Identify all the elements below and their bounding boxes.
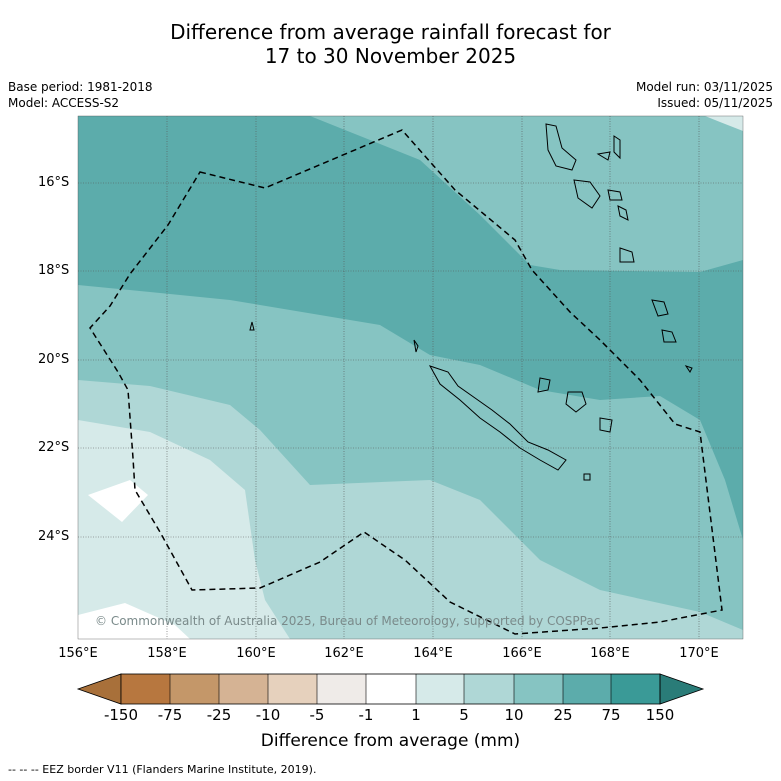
- colorbar-extend-low: [76, 673, 122, 705]
- zone-pale-ne: [705, 116, 743, 131]
- meta-right: Model run: 03/11/2025 Issued: 05/11/2025: [636, 79, 773, 111]
- eez-border: [89, 129, 723, 635]
- colorbar-segment-8: [464, 674, 514, 704]
- lat-label-16s: 16°S: [38, 175, 70, 190]
- matthew-island: [661, 329, 677, 343]
- zone-white: [88, 480, 148, 522]
- lon-label-164e: 164°E: [413, 646, 453, 661]
- lat-label-22s: 22°S: [38, 440, 70, 455]
- title-line-1: Difference from average rainfall forecas…: [170, 20, 611, 44]
- lon-label-168e: 168°E: [590, 646, 630, 661]
- lon-label-162e: 162°E: [324, 646, 364, 661]
- colorbar-label: -10: [255, 706, 281, 724]
- gridlines: [78, 116, 743, 639]
- vanuatu-espiritu-santo: [545, 123, 577, 171]
- hunter-island: [684, 365, 693, 373]
- islands: [249, 123, 693, 481]
- lon-label-160e: 160°E: [236, 646, 276, 661]
- lon-label-156e: 156°E: [58, 646, 98, 661]
- loyalty-island-2: [565, 391, 587, 413]
- base-period: Base period: 1981-2018: [8, 80, 153, 94]
- colorbar-label: 1: [411, 706, 421, 724]
- colorbar-label: -75: [157, 706, 183, 724]
- colorbar-label: 5: [459, 706, 469, 724]
- lon-label-158e: 158°E: [147, 646, 187, 661]
- vanuatu-malekula: [573, 179, 601, 209]
- lat-label-18s: 18°S: [38, 263, 70, 278]
- vanuatu-efate: [607, 189, 623, 201]
- colorbar-segment-9: [514, 674, 563, 704]
- lon-label-166e: 166°E: [502, 646, 542, 661]
- lat-label-20s: 20°S: [38, 352, 70, 367]
- colorbar-segment-2: [170, 674, 219, 704]
- lon-label-170e: 170°E: [679, 646, 719, 661]
- isle-of-pines: [583, 473, 591, 481]
- rainfall-anomaly-field: [78, 116, 743, 639]
- chart-title: Difference from average rainfall forecas…: [0, 20, 781, 68]
- issued-date: Issued: 05/11/2025: [657, 96, 773, 110]
- colorbar-label: -150: [103, 706, 139, 724]
- colorbar-label: -5: [309, 706, 325, 724]
- colorbar-extend-high: [659, 673, 705, 705]
- colorbar-segment-5: [317, 674, 366, 704]
- chesterfield-islet: [249, 321, 255, 331]
- colorbar-outline: [120, 673, 661, 705]
- lat-label-24s: 24°S: [38, 529, 70, 544]
- title-line-2: 17 to 30 November 2025: [264, 44, 517, 68]
- colorbar-label: -1: [358, 706, 374, 724]
- colorbar-label: 150: [645, 706, 675, 724]
- colorbar-label: 75: [601, 706, 621, 724]
- colorbar-label: 25: [553, 706, 573, 724]
- colorbar-label: -25: [206, 706, 232, 724]
- colorbar-title: Difference from average (mm): [260, 731, 521, 751]
- colorbar: [76, 673, 705, 705]
- colorbar-segment-7: [416, 674, 464, 704]
- colorbar-segment-1: [121, 674, 170, 704]
- zone-dark: [78, 116, 743, 540]
- zone-pale: [78, 420, 290, 639]
- model-run: Model run: 03/11/2025: [635, 80, 773, 94]
- colorbar-segment-10: [563, 674, 611, 704]
- model-name: Model: ACCESS-S2: [8, 96, 120, 110]
- colorbar-segment-6: [366, 674, 416, 704]
- colorbar-label: 10: [504, 706, 524, 724]
- vanuatu-north-1: [613, 135, 621, 160]
- new-caledonia-island: [428, 365, 567, 471]
- loyalty-island-3: [599, 417, 613, 433]
- colorbar-segment-4: [268, 674, 317, 704]
- vanuatu-tanna: [619, 247, 635, 263]
- vanuatu-north-2: [596, 151, 611, 161]
- meta-left: Base period: 1981-2018 Model: ACCESS-S2: [8, 79, 153, 111]
- copyright-notice: © Commonwealth of Australia 2025, Bureau…: [95, 614, 601, 628]
- vanuatu-small: [617, 205, 629, 221]
- vanuatu-erromango: [651, 299, 669, 317]
- colorbar-segment-3: [219, 674, 268, 704]
- zone-white-south: [78, 603, 190, 639]
- chesterfield-islet-2: [413, 339, 419, 353]
- eez-legend-note: -- -- -- EEZ border V11 (Flanders Marine…: [8, 763, 317, 776]
- loyalty-island-1: [537, 377, 551, 393]
- map-frame: [77, 115, 744, 640]
- colorbar-segment-11: [611, 674, 660, 704]
